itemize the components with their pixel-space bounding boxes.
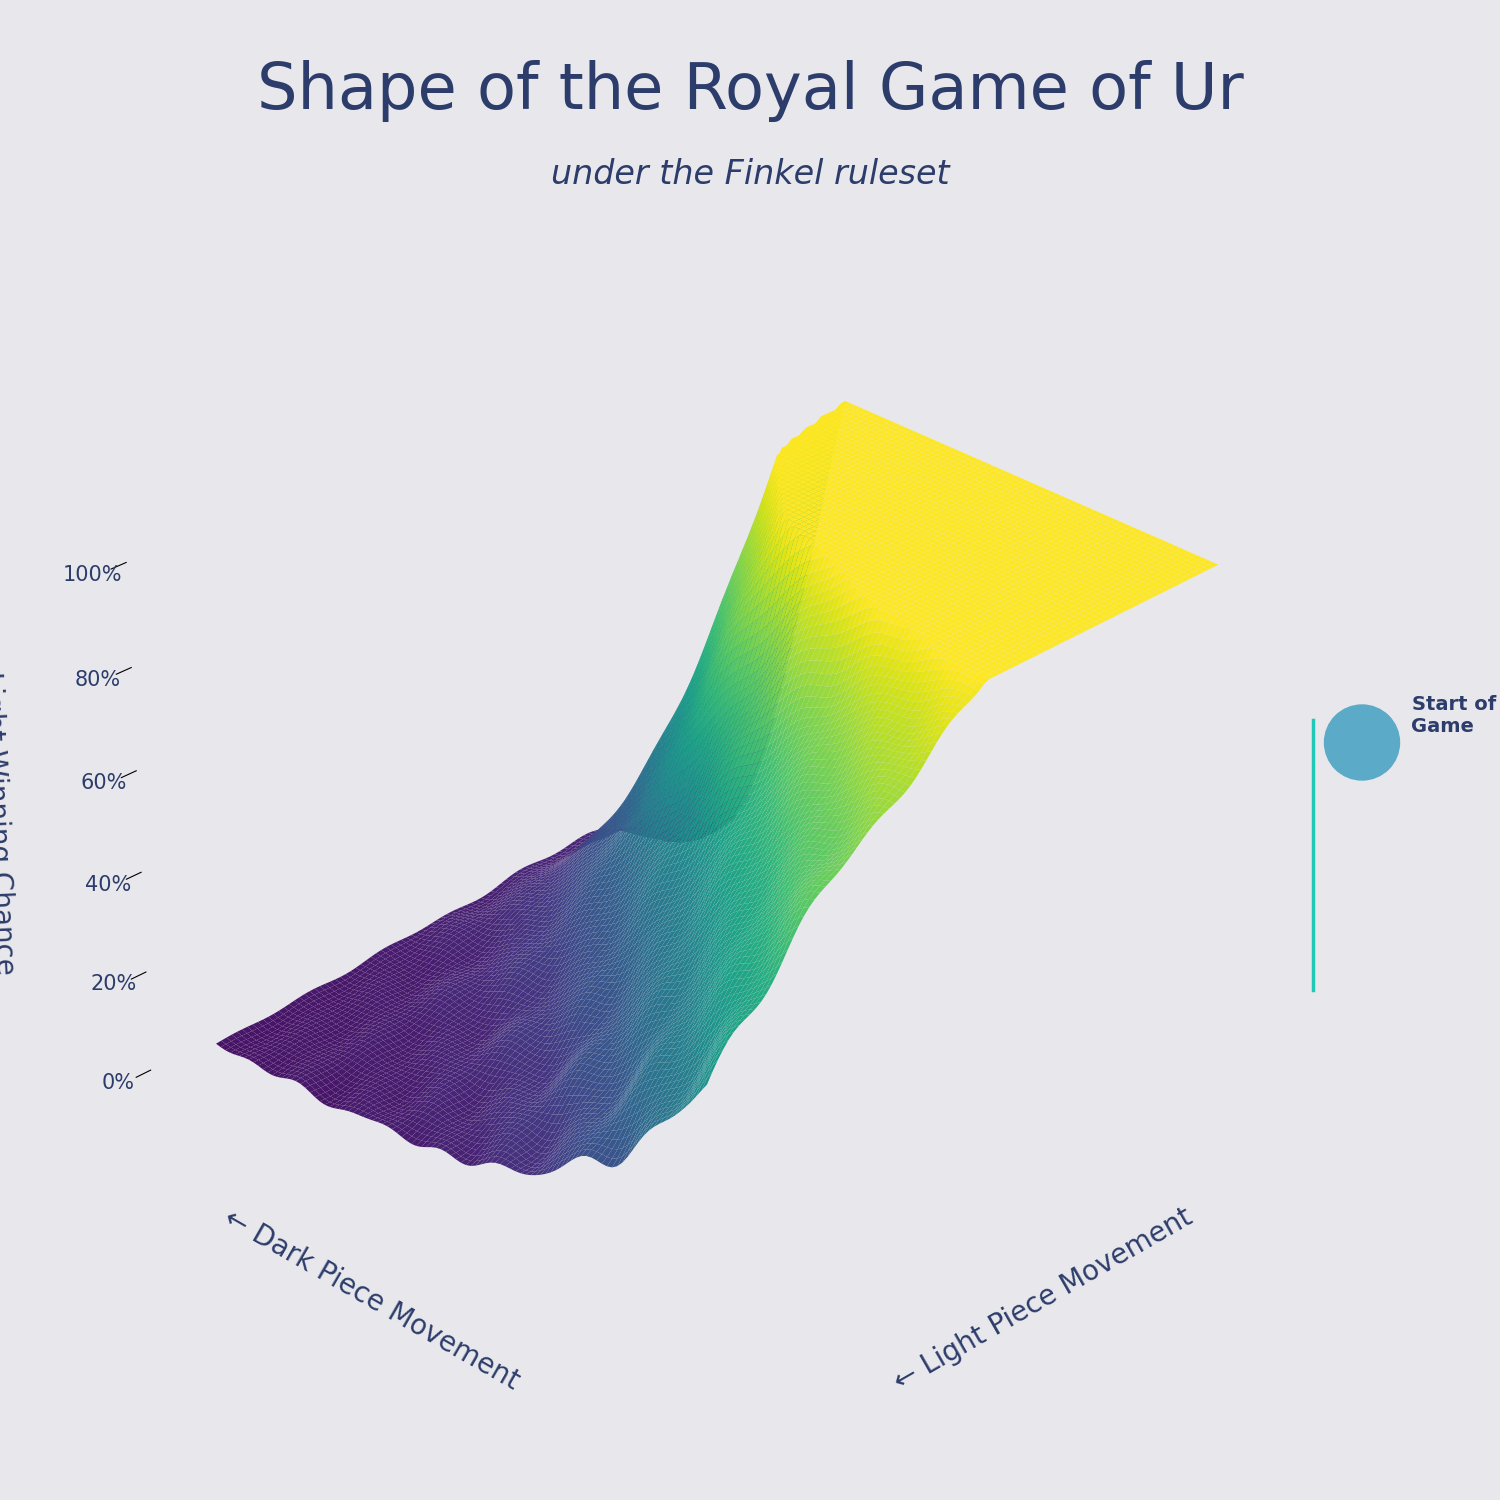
Y-axis label: ← Dark Piece Movement: ← Dark Piece Movement <box>219 1203 524 1395</box>
Text: under the Finkel ruleset: under the Finkel ruleset <box>550 158 950 190</box>
Text: Shape of the Royal Game of Ur: Shape of the Royal Game of Ur <box>256 60 1244 122</box>
Circle shape <box>1324 705 1400 780</box>
Text: Start of
Game: Start of Game <box>1412 694 1496 736</box>
X-axis label: ← Light Piece Movement: ← Light Piece Movement <box>888 1203 1197 1396</box>
